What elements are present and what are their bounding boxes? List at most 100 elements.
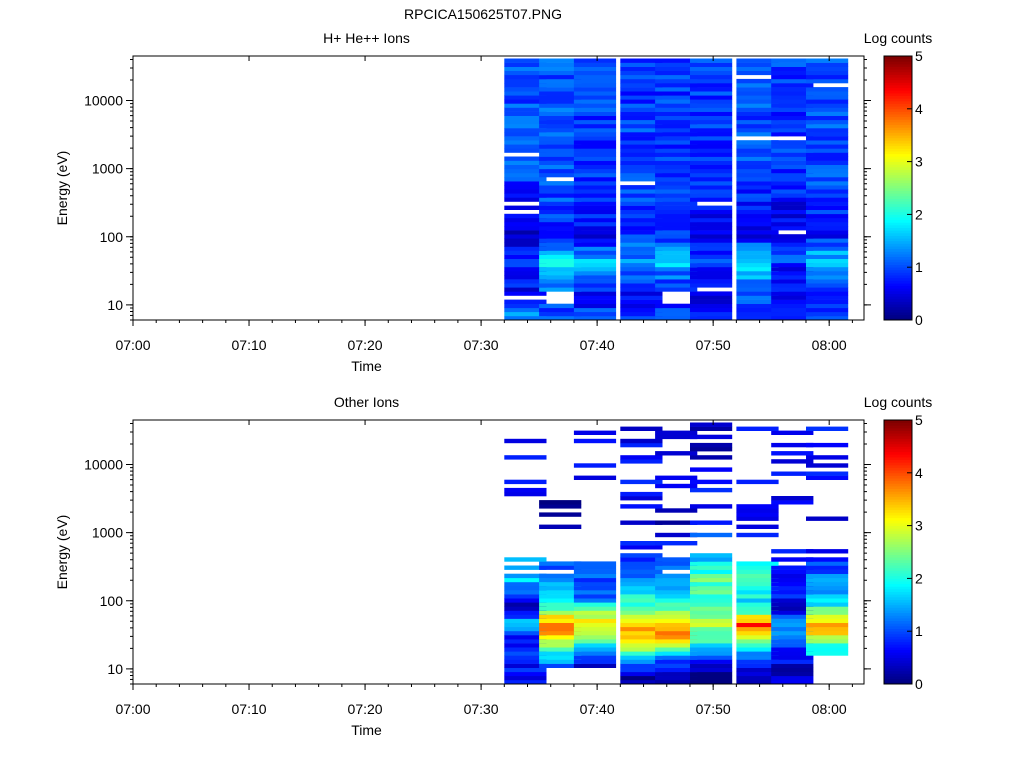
heatmap-cell: [806, 626, 849, 632]
heatmap-cell: [620, 479, 663, 485]
heatmap-cell: [771, 185, 814, 190]
heatmap-cell: [573, 156, 617, 161]
heatmap-cell: [736, 299, 779, 304]
colorbar-swatch: [884, 185, 912, 189]
colorbar-swatch: [884, 575, 912, 579]
colorbar-swatch: [884, 602, 912, 606]
heatmap-cell: [736, 164, 779, 170]
colorbar-swatch: [884, 631, 912, 635]
heatmap-cell: [504, 573, 547, 579]
heatmap-cell: [620, 201, 663, 206]
colorbar-swatch: [884, 190, 912, 194]
heatmap-cell: [620, 238, 663, 243]
heatmap-cell: [736, 242, 779, 247]
heatmap-cell: [690, 238, 733, 243]
heatmap-cell: [539, 639, 582, 644]
heatmap-cell: [771, 647, 814, 652]
heatmap-cell: [690, 185, 733, 190]
heatmap-cell: [504, 123, 547, 129]
heatmap-cell: [736, 581, 779, 587]
heatmap-cell: [573, 569, 617, 574]
heatmap-cell: [771, 254, 814, 259]
colorbar-swatch: [884, 248, 912, 252]
heatmap-cell: [690, 91, 733, 96]
heatmap-cell: [655, 303, 698, 309]
heatmap-cell: [573, 659, 617, 664]
heatmap-cell: [690, 291, 733, 296]
heatmap-cell: [655, 557, 698, 562]
colorbar-tick-label: 3: [915, 154, 923, 170]
heatmap-cell: [806, 238, 849, 243]
heatmap-cell: [806, 315, 849, 321]
heatmap-cell: [573, 438, 617, 444]
heatmap-cell: [539, 254, 582, 259]
heatmap-cell: [690, 160, 733, 165]
heatmap-cell: [771, 283, 814, 288]
heatmap-cell: [539, 238, 582, 243]
heatmap-cell: [504, 598, 547, 603]
heatmap-cell: [655, 577, 698, 583]
heatmap-cell: [806, 160, 849, 165]
heatmap-cell: [655, 655, 698, 660]
heatmap-cell: [690, 573, 733, 579]
heatmap-cell: [771, 177, 814, 182]
colorbar-swatch: [884, 129, 912, 133]
heatmap-cell: [806, 119, 849, 125]
heatmap-cell: [806, 426, 849, 431]
heatmap-cell: [771, 201, 814, 206]
colorbar-swatch: [884, 306, 912, 310]
heatmap-cell: [771, 242, 814, 247]
colorbar-swatch: [884, 591, 912, 595]
heatmap-cell: [573, 111, 617, 116]
heatmap-cell: [690, 606, 733, 611]
heatmap-cell: [573, 136, 617, 141]
colorbar-swatch: [884, 74, 912, 78]
heatmap-cell: [504, 221, 547, 227]
heatmap-cell: [690, 426, 733, 431]
heatmap-cell: [771, 279, 814, 284]
heatmap-cell: [771, 626, 814, 632]
colorbar-swatch: [884, 533, 912, 537]
heatmap-cell: [655, 606, 698, 611]
heatmap-cell: [504, 62, 547, 67]
heatmap-cell: [539, 156, 582, 161]
heatmap-cell: [771, 156, 814, 161]
heatmap-cell: [736, 238, 779, 243]
colorbar-swatch: [884, 135, 912, 139]
colorbar-swatch: [884, 441, 912, 445]
heatmap-cell: [806, 610, 849, 615]
heatmap-cell: [771, 87, 814, 92]
heatmap-cell: [806, 651, 849, 656]
heatmap-cell: [771, 675, 814, 681]
heatmap-cell: [806, 585, 849, 591]
heatmap-cell: [736, 144, 779, 149]
heatmap-cell: [573, 91, 617, 96]
heatmap-cell: [655, 315, 698, 321]
panel-title: H+ He++ Ions: [323, 30, 410, 46]
heatmap-cell: [504, 614, 547, 619]
heatmap-cell: [690, 111, 733, 116]
colorbar-swatch: [884, 98, 912, 102]
colorbar-swatch: [884, 174, 912, 178]
x-tick-label: 08:00: [812, 701, 847, 717]
heatmap-cell: [771, 630, 814, 636]
heatmap-cell: [690, 271, 733, 276]
heatmap-cell: [655, 311, 698, 317]
heatmap-cell: [736, 152, 779, 157]
heatmap-cell: [539, 606, 582, 611]
heatmap-cell: [504, 275, 547, 280]
colorbar-swatch: [884, 647, 912, 651]
heatmap-cell: [736, 532, 779, 538]
colorbar-swatch: [884, 95, 912, 99]
heatmap-cell: [504, 95, 547, 100]
heatmap-cell: [771, 549, 814, 554]
x-axis-label: Time: [351, 358, 382, 374]
heatmap-cell: [573, 78, 617, 84]
colorbar-swatch: [884, 312, 912, 316]
heatmap-cell: [771, 168, 814, 174]
heatmap-cell: [620, 610, 663, 615]
heatmap-cell: [806, 475, 849, 480]
heatmap-cell: [690, 614, 733, 619]
heatmap-cell: [655, 123, 698, 129]
